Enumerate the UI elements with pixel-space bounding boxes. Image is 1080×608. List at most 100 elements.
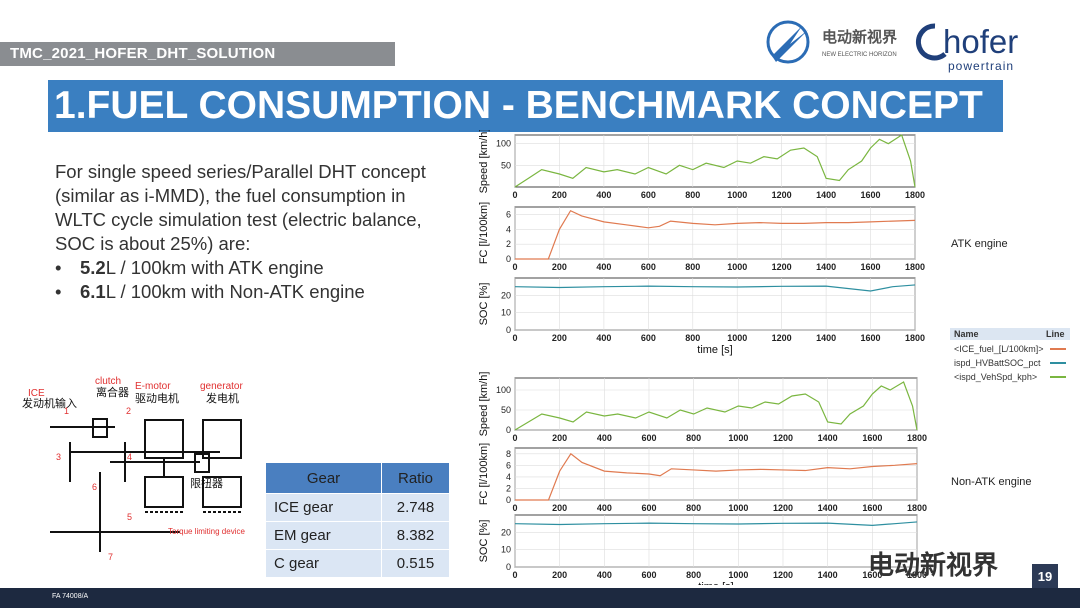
x-tick-label: 600 xyxy=(641,433,656,443)
point-label-1: 1 xyxy=(64,406,69,416)
x-tick-label: 1000 xyxy=(727,333,747,343)
x-tick-label: 1600 xyxy=(861,333,881,343)
table-header-ratio: Ratio xyxy=(381,462,450,494)
result-atk: 5.2L / 100km with ATK engine xyxy=(55,256,365,280)
point-label-6: 6 xyxy=(92,482,97,492)
plot-frame xyxy=(514,377,918,431)
x-tick-label: 1600 xyxy=(861,262,881,272)
y-tick-label: 2 xyxy=(506,239,511,249)
powertrain-wordmark: powertrain xyxy=(948,59,1014,73)
y-tick-label: 2 xyxy=(506,483,511,493)
y-tick-label: 6 xyxy=(506,460,511,470)
watermark-text: 电动新视界 xyxy=(868,550,999,580)
table-cell-ratio: 2.748 xyxy=(381,493,450,522)
plot-frame xyxy=(514,514,918,568)
series-line xyxy=(514,381,918,431)
x-tick-label: 200 xyxy=(552,190,567,200)
point-label-3: 3 xyxy=(56,452,61,462)
x-tick-label: 1400 xyxy=(818,433,838,443)
limiter-en-label: Torque limiting device xyxy=(168,527,245,536)
x-tick-label: 600 xyxy=(641,570,656,580)
atk-engine-label: ATK engine xyxy=(951,238,1008,250)
result-atk-text: L / 100km with ATK engine xyxy=(105,257,324,278)
x-tick-label: 1800 xyxy=(907,503,927,513)
limiter-block xyxy=(194,453,210,473)
x-tick-label: 1600 xyxy=(861,190,881,200)
generator-lower-block xyxy=(202,476,242,508)
limiter-cn-label: 限扭器 xyxy=(190,476,223,490)
result-atk-value: 5.2 xyxy=(80,257,106,278)
y-axis-label: Speed [km/h] xyxy=(478,130,490,193)
x-tick-label: 600 xyxy=(641,503,656,513)
point-label-7: 7 xyxy=(108,552,113,562)
x-tick-label: 1600 xyxy=(862,503,882,513)
x-tick-label: 1000 xyxy=(728,503,748,513)
header-tag-bar: TMC_2021_HOFER_DHT_SOLUTION xyxy=(0,42,395,66)
x-tick-label: 1200 xyxy=(773,433,793,443)
y-tick-label: 10 xyxy=(501,545,511,555)
emotor-cn-label: 驱动电机 xyxy=(135,391,179,405)
x-tick-label: 1200 xyxy=(772,262,792,272)
x-axis-label: time [s] xyxy=(698,581,733,585)
generator-cn-label: 发电机 xyxy=(206,391,239,405)
y-tick-label: 0 xyxy=(506,495,511,505)
x-tick-label: 1400 xyxy=(818,570,838,580)
point-label-2: 2 xyxy=(126,406,131,416)
brand-cn-name: 电动新视界 xyxy=(822,28,897,46)
y-tick-label: 4 xyxy=(506,224,511,234)
clutch-en-label: clutch xyxy=(95,376,121,387)
legend-item-speed: <ispd_VehSpd_kph> xyxy=(954,372,1037,382)
legend-name-header: Name xyxy=(954,329,979,339)
y-tick-label: 50 xyxy=(501,160,511,170)
legend-item-soc: ispd_HVBattSOC_pct xyxy=(954,358,1041,368)
new-electric-horizon-logo: 电动新视界 NEW ELECTRIC HORIZON xyxy=(766,20,897,64)
generator-en-label: generator xyxy=(200,381,243,392)
clutch-cn-label: 离合器 xyxy=(96,385,129,399)
gear-ratio-table: Gear Ratio ICE gear 2.748 EM gear 8.382 … xyxy=(264,462,450,578)
y-tick-label: 10 xyxy=(501,308,511,318)
x-tick-label: 1200 xyxy=(773,503,793,513)
x-tick-label: 1200 xyxy=(773,570,793,580)
hofer-wordmark: hofer xyxy=(943,23,1018,60)
series-line xyxy=(515,452,918,501)
table-cell-gear: EM gear xyxy=(264,521,383,550)
x-tick-label: 400 xyxy=(597,570,612,580)
x-tick-label: 600 xyxy=(641,333,656,343)
table-header-gear: Gear xyxy=(264,462,383,494)
plot-frame xyxy=(514,447,918,501)
point-label-5: 5 xyxy=(127,512,132,522)
x-tick-label: 1800 xyxy=(905,333,925,343)
x-tick-label: 600 xyxy=(641,262,656,272)
non-atk-engine-label: Non-ATK engine xyxy=(951,476,1032,488)
x-tick-label: 800 xyxy=(685,190,700,200)
result-list: 5.2L / 100km with ATK engine 6.1L / 100k… xyxy=(55,256,365,304)
x-tick-label: 1800 xyxy=(905,262,925,272)
y-tick-label: 0 xyxy=(506,325,511,335)
y-tick-label: 50 xyxy=(501,405,511,415)
x-tick-label: 800 xyxy=(686,433,701,443)
header-tag: TMC_2021_HOFER_DHT_SOLUTION xyxy=(10,45,276,62)
x-tick-label: 800 xyxy=(685,262,700,272)
x-tick-label: 1400 xyxy=(816,262,836,272)
x-tick-label: 400 xyxy=(596,333,611,343)
table-row: C gear 0.515 xyxy=(264,549,450,578)
point-label-4: 4 xyxy=(127,452,132,462)
table-row: ICE gear 2.748 xyxy=(264,493,450,522)
x-tick-label: 800 xyxy=(686,503,701,513)
ice-cn-label: 发动机输入 xyxy=(22,396,77,410)
x-tick-label: 1400 xyxy=(818,503,838,513)
result-non-atk: 6.1L / 100km with Non-ATK engine xyxy=(55,280,365,304)
table-cell-ratio: 8.382 xyxy=(381,521,450,550)
powertrain-schematic: ICE 发动机输入 clutch 离合器 E-motor 驱动电机 genera… xyxy=(22,376,245,562)
y-tick-label: 20 xyxy=(501,290,511,300)
x-tick-label: 1400 xyxy=(816,190,836,200)
x-tick-label: 1600 xyxy=(862,433,882,443)
y-axis-label: FC [l/100km] xyxy=(478,202,490,264)
page-number: 19 xyxy=(1032,564,1058,590)
series-line xyxy=(514,134,916,188)
series-line xyxy=(514,521,918,527)
legend-item-fuel: <ICE_fuel_[L/100km]> xyxy=(954,344,1044,354)
x-tick-label: 0 xyxy=(512,570,517,580)
x-tick-label: 0 xyxy=(512,333,517,343)
